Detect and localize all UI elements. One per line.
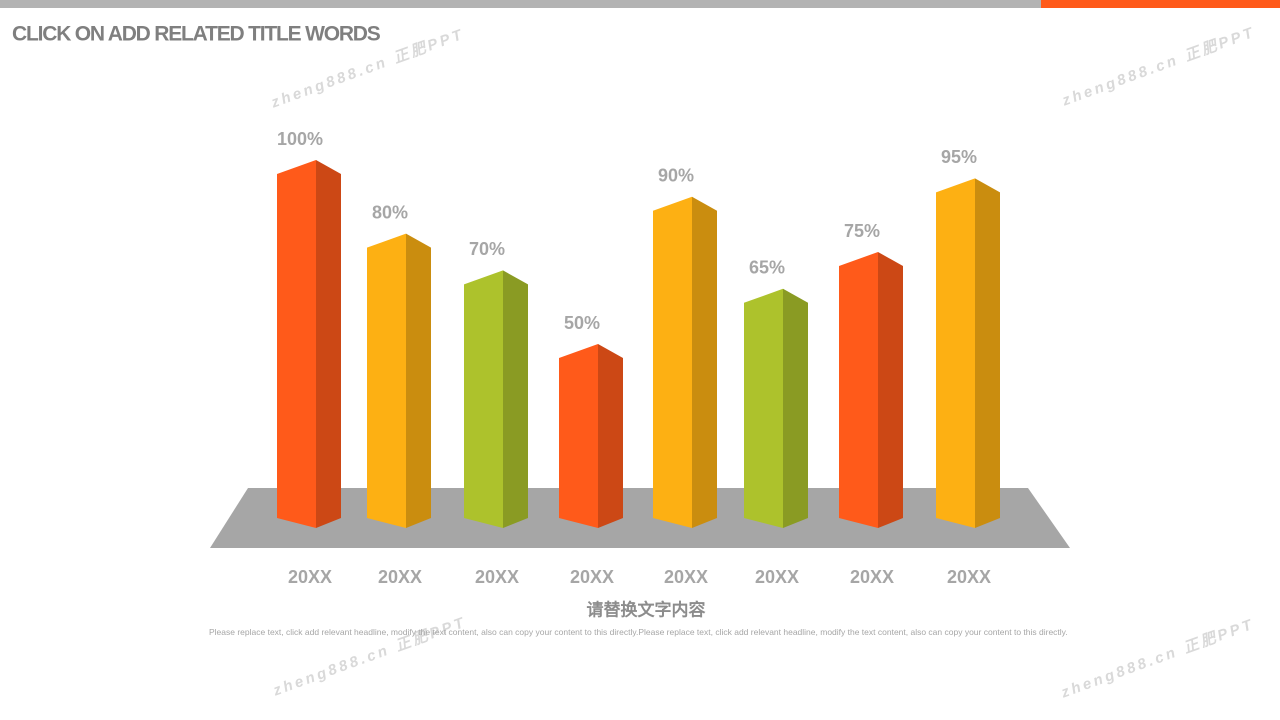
value-label: 50% <box>564 313 600 333</box>
value-label: 65% <box>749 258 785 278</box>
x-tick-label: 20XX <box>755 567 799 587</box>
bar-side <box>598 344 623 528</box>
slide-title: CLICK ON ADD RELATED TITLE WORDS <box>12 23 381 46</box>
value-label: 80% <box>372 202 408 222</box>
x-tick-label: 20XX <box>378 567 422 587</box>
bar-front <box>653 196 692 529</box>
x-tick-label: 20XX <box>947 567 991 587</box>
x-tick-label: 20XX <box>850 567 894 587</box>
x-tick-label: 20XX <box>570 567 614 587</box>
bar-side <box>503 270 528 528</box>
bar-side <box>783 288 808 528</box>
bar-front <box>464 270 503 528</box>
bar-side <box>316 160 341 528</box>
bar-front <box>839 252 878 528</box>
value-label: 75% <box>844 221 880 241</box>
bar-front <box>277 160 316 528</box>
bar-front <box>744 288 783 528</box>
bar-front <box>367 233 406 528</box>
subtitle: 请替换文字内容 <box>587 599 706 619</box>
bar-side <box>975 178 1000 528</box>
x-tick-label: 20XX <box>288 567 332 587</box>
top-bar <box>0 0 1041 8</box>
bar-side <box>878 252 903 528</box>
watermark: zheng888.cn 正肥PPT <box>1058 616 1257 702</box>
value-label: 95% <box>941 147 977 167</box>
bar-side <box>406 233 431 528</box>
bar-front <box>559 344 598 528</box>
value-label: 70% <box>469 239 505 259</box>
bar-side <box>692 196 717 529</box>
watermark: zheng888.cn 正肥PPT <box>1059 24 1258 110</box>
bar-front <box>936 178 975 528</box>
top-accent <box>1041 0 1280 8</box>
value-label: 100% <box>277 129 323 149</box>
x-tick-label: 20XX <box>664 567 708 587</box>
value-label: 90% <box>658 166 694 186</box>
x-tick-label: 20XX <box>475 567 519 587</box>
body-text: Please replace text, click add relevant … <box>209 627 1068 637</box>
